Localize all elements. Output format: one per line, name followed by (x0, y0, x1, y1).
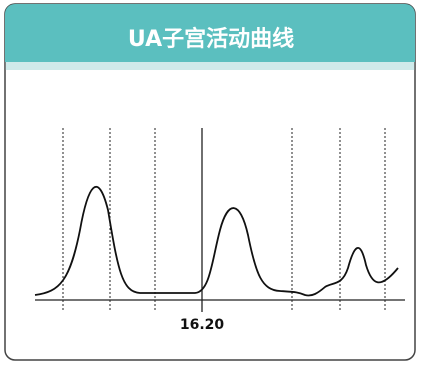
ua-curve (34, 186, 399, 297)
header-title: UA子宫活动曲线 (128, 26, 294, 52)
header-strip (5, 62, 415, 70)
marker-label: 16.20 (180, 317, 225, 333)
header-band (5, 4, 415, 62)
